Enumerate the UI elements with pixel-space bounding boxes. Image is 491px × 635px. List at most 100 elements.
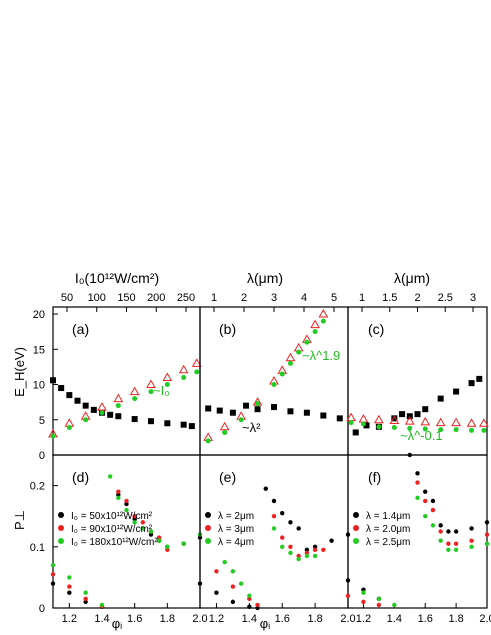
x-tick-label: 2.0 [479,613,491,625]
data-point [132,396,138,402]
data-point [67,584,72,589]
data-point [468,380,475,387]
data-point [404,416,415,425]
data-point [67,590,72,595]
top-tick-label: 5 [331,292,337,304]
panel-f: (f) 1.2 1.4 1.6 1.8 2.0 λ = 1.4μm λ = 2.0μm λ = … [345,452,491,625]
data-point [197,581,203,586]
data-point [116,489,121,494]
data-point [407,425,413,431]
data-point [74,397,81,404]
data-point [336,415,343,422]
data-point [271,498,277,504]
panel-label: (b) [219,321,236,337]
data-point [481,427,487,433]
data-point [148,532,154,537]
data-point [318,309,329,318]
data-point [296,556,301,562]
data-point [288,550,293,556]
data-point [124,498,129,504]
top-tick-label: 2 [241,292,247,304]
data-point [188,423,195,430]
data-point [194,369,200,375]
x-tick-label: 1.6 [127,613,142,625]
x-tick-label: 1.4 [387,613,402,625]
x-tick-label: 1.2 [62,613,77,625]
data-point [229,409,236,416]
data-point [50,572,56,577]
data-point [67,575,72,580]
data-point [296,349,302,355]
data-point [420,416,431,426]
data-point [280,544,285,549]
data-point [58,385,65,392]
data-point [466,418,477,427]
data-point [476,375,483,382]
data-point [129,386,140,396]
data-point [132,520,137,525]
legend-marker [58,538,64,544]
data-point [222,429,228,435]
data-point [320,412,327,419]
data-point [376,596,382,602]
data-point [312,547,318,553]
data-point [352,429,359,436]
data-point [219,421,230,431]
data-point [389,415,400,424]
data-point [407,452,412,458]
data-point [484,520,490,525]
y-tick-label: 10 [33,380,45,392]
data-point [115,403,121,409]
data-point [391,425,397,431]
data-point [191,358,202,367]
data-point [82,402,89,409]
data-point [148,418,154,425]
data-point [430,498,436,504]
data-point [280,535,285,540]
legend-marker [58,512,64,518]
data-point [216,407,223,414]
data-point [165,544,170,549]
data-point [415,495,420,501]
data-point [247,593,252,598]
data-point [214,590,219,595]
data-point [430,523,436,528]
data-point [348,420,354,426]
legend-label: I₀ = 180x10¹²W/cm² [71,537,158,548]
data-point [361,587,366,592]
legend-label: λ = 3μm [218,524,254,535]
top-tick-label: 2 [414,292,420,304]
legend-label: I₀ = 50x10¹²W/cm² [71,511,153,522]
data-point [99,410,105,416]
data-point [238,417,244,423]
data-point [181,374,187,380]
data-point [438,523,443,528]
data-point [165,547,170,553]
data-point [238,581,244,586]
data-point [263,486,268,491]
data-point [304,547,310,553]
x-axis-label-d: φᵢ [112,616,122,631]
data-point [243,402,250,409]
panel-a: (a) 0 5 10 15 20 ~I₀ [33,306,202,462]
data-point [162,372,173,381]
data-point [415,480,420,485]
x-tick-label: 2.0 [340,613,355,625]
data-point [164,382,170,388]
data-point [329,538,334,543]
x-tick-label: 1.8 [160,613,175,625]
data-point [392,602,397,608]
data-point [115,413,122,420]
data-point [304,550,310,556]
legend-label: λ = 2μm [218,511,254,522]
data-point [66,425,72,431]
data-point [205,405,212,412]
annotation-label: ~λ^-0.1 [400,428,443,443]
data-point [453,529,459,534]
data-point [435,417,446,427]
data-point [247,604,252,609]
data-point [399,411,406,418]
top-tick-label: 2.5 [438,292,453,304]
data-point [376,602,382,608]
annotation-label: ~λ^1.9 [302,348,340,363]
